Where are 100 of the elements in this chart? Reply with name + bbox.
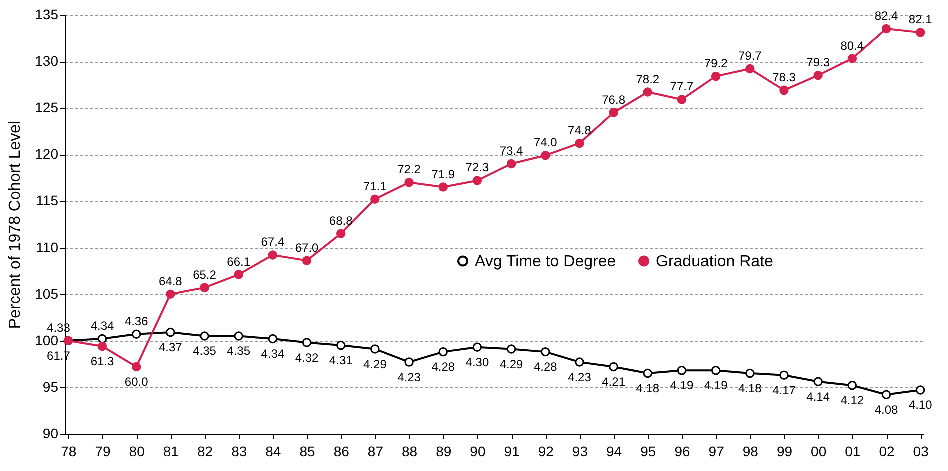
annotation: 76.8 [602, 92, 626, 107]
point [268, 334, 278, 344]
annotation: 78.3 [772, 70, 796, 84]
point [438, 347, 448, 357]
x-tick-label: 83 [232, 444, 248, 460]
point [711, 366, 721, 376]
point [98, 342, 108, 352]
x-tick-label: 96 [674, 444, 690, 460]
legend-label: Graduation Rate [656, 253, 774, 270]
y-tick-label: 130 [35, 53, 59, 70]
point [541, 347, 550, 357]
y-tick-label: 115 [36, 192, 59, 209]
point [336, 229, 346, 238]
annotation: 79.7 [738, 49, 762, 64]
point [370, 344, 380, 354]
point [711, 72, 721, 82]
x-tick-label: 81 [163, 444, 180, 460]
point [677, 366, 687, 376]
x-tick-label: 82 [197, 444, 214, 460]
point [882, 24, 892, 34]
x-tick-label: 84 [266, 444, 282, 460]
annotation: 4.32 [295, 350, 320, 365]
annotation: 80.4 [840, 38, 864, 53]
point [132, 362, 142, 372]
annotation: 4.34 [90, 319, 114, 334]
point [404, 358, 414, 367]
point [302, 338, 312, 348]
annotation: 67.4 [261, 235, 285, 250]
point [302, 256, 312, 266]
point [98, 334, 108, 344]
point [268, 250, 278, 260]
x-tick-label: 89 [436, 444, 452, 460]
annotation: 4.35 [227, 344, 251, 358]
point [882, 390, 892, 400]
annotation: 4.30 [466, 355, 490, 370]
y-tick-label: 120 [35, 146, 59, 162]
x-tick-label: 80 [129, 444, 146, 460]
point [848, 380, 858, 390]
annotation: 78.2 [636, 72, 660, 86]
point [200, 283, 210, 292]
annotation: 79.2 [704, 56, 728, 70]
point [234, 270, 244, 280]
annotation: 4.29 [364, 357, 388, 372]
point [746, 368, 755, 378]
point [575, 358, 584, 367]
point [848, 54, 858, 64]
x-tick-label: 94 [606, 444, 622, 460]
x-tick-label: 99 [776, 444, 793, 460]
annotation: 4.34 [261, 347, 285, 362]
point [234, 332, 244, 341]
x-tick-label: 86 [334, 444, 350, 460]
point [506, 344, 516, 354]
point [438, 182, 448, 192]
point [166, 290, 176, 299]
annotation: 4.19 [670, 378, 694, 393]
annotation: 71.9 [432, 167, 456, 182]
y-tick-label: 100 [35, 332, 59, 348]
point [336, 340, 346, 350]
annotation: 4.18 [636, 381, 660, 396]
x-tick-label: 93 [572, 444, 588, 460]
annotation: 79.3 [806, 56, 830, 70]
x-tick-label: 02 [879, 444, 895, 460]
point [404, 178, 414, 188]
annotation: 4.37 [158, 340, 183, 355]
legend-label: Avg Time to Degree [475, 253, 616, 270]
annotation: 61.3 [90, 354, 114, 368]
point [506, 159, 516, 169]
x-tick-label: 78 [61, 444, 77, 460]
y-tick-label: 105 [35, 286, 59, 302]
annotation: 4.19 [704, 378, 728, 393]
annotation: 82.1 [908, 12, 933, 27]
annotation: 4.35 [193, 344, 217, 358]
point [132, 330, 142, 339]
x-tick-label: 97 [708, 444, 725, 460]
x-tick-label: 00 [811, 444, 827, 460]
point [780, 370, 789, 380]
annotation: 66.1 [227, 254, 251, 269]
annotation: 4.31 [329, 354, 354, 368]
point [609, 362, 618, 372]
x-tick-label: 88 [402, 444, 418, 460]
annotation: 4.21 [602, 374, 626, 389]
y-axis-title: Percent of 1978 Cohort Level [7, 120, 24, 330]
annotation: 60.0 [124, 374, 149, 389]
annotation: 73.4 [500, 144, 524, 158]
annotation: 64.8 [158, 274, 183, 288]
annotation: 67.0 [295, 240, 320, 255]
annotation: 72.3 [466, 160, 490, 175]
point [200, 332, 210, 341]
annotation: 4.23 [568, 370, 592, 384]
point [166, 328, 176, 338]
y-tick-label: 135 [35, 6, 59, 22]
point [609, 108, 618, 118]
x-tick-label: 98 [742, 444, 759, 460]
point [814, 70, 823, 80]
x-tick-label: 85 [300, 444, 316, 460]
x-tick-label: 03 [913, 444, 930, 460]
x-tick-label: 87 [368, 444, 384, 460]
annotation: 74.0 [534, 136, 558, 150]
x-tick-label: 79 [95, 444, 111, 460]
point [643, 88, 653, 97]
